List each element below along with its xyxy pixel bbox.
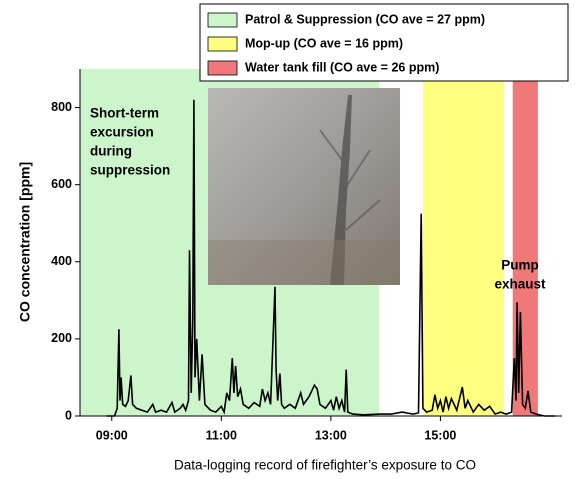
y-tick-label: 400 <box>51 254 72 268</box>
y-tick-label: 800 <box>51 100 72 114</box>
y-tick-label: 200 <box>51 331 72 345</box>
legend-label: Patrol & Suppression (CO ave = 27 ppm) <box>245 12 485 26</box>
annotation: suppression <box>90 163 170 178</box>
x-tick-label: 15:00 <box>424 428 456 442</box>
annotation: during <box>90 144 132 159</box>
annotation: Short-term <box>90 106 159 121</box>
x-tick-label: 13:00 <box>315 428 347 442</box>
legend-label: Mop-up (CO ave = 16 ppm) <box>245 36 403 50</box>
legend-swatch <box>207 60 238 76</box>
region <box>422 69 504 416</box>
y-axis-label: CO concentration [ppm] <box>17 162 33 322</box>
legend-swatch <box>207 36 238 52</box>
legend-box <box>199 3 569 82</box>
series-line <box>106 99 556 417</box>
legend-swatch <box>207 12 238 28</box>
annotation: Pump <box>501 258 539 273</box>
y-tick-label: 0 <box>65 408 72 422</box>
annotation: excursion <box>90 125 154 140</box>
annotation: exhaust <box>494 277 546 292</box>
legend-label: Water tank fill (CO ave = 26 ppm) <box>245 60 439 74</box>
y-tick-label: 600 <box>51 177 72 191</box>
photo <box>208 88 400 285</box>
x-tick-label: 09:00 <box>96 428 128 442</box>
x-tick-label: 11:00 <box>206 428 237 442</box>
x-axis-label: Data-logging record of firefighter’s exp… <box>174 458 476 473</box>
